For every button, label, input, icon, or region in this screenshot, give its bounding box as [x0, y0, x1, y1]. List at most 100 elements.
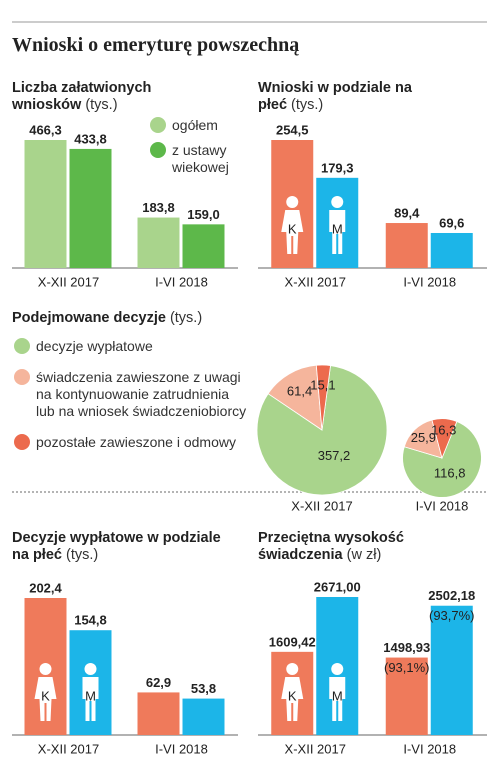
- value-label: 1609,42: [269, 634, 316, 649]
- value-label: 466,3: [29, 122, 62, 137]
- legend: decyzje wypłatowe świadczenia zawieszone …: [14, 338, 249, 465]
- legend-item: świadczenia zawieszone z uwagi na kontyn…: [14, 369, 249, 420]
- legend-swatch: [14, 369, 30, 385]
- bar: [69, 148, 112, 268]
- chart-subtitle: (w zł): [346, 547, 382, 563]
- bar: [137, 217, 180, 268]
- x-tick-label: X-XII 2017: [285, 741, 346, 756]
- x-tick-label: X-XII 2017: [285, 274, 346, 289]
- person-icon: [84, 663, 97, 675]
- person-icon: [39, 663, 52, 675]
- pie-slice: [315, 364, 331, 431]
- x-tick-label: I-VI 2018: [155, 741, 208, 756]
- legend-item: ogółem: [150, 117, 240, 134]
- value-label: 202,4: [29, 580, 62, 595]
- series-label: K: [288, 688, 297, 703]
- x-tick-label: X-XII 2017: [291, 498, 352, 513]
- x-tick-label: X-XII 2017: [38, 741, 99, 756]
- series-label: K: [41, 688, 50, 703]
- chart-title-block: Liczba załatwionych wniosków (tys.): [12, 80, 182, 114]
- person-icon: [34, 677, 57, 721]
- x-tick-label: I-VI 2018: [403, 274, 456, 289]
- value-label: 69,6: [439, 215, 464, 230]
- legend-label: świadczenia zawieszone z uwagi na kontyn…: [36, 369, 247, 419]
- chart-title: Przeciętna wysokość świadczenia: [258, 530, 404, 563]
- bar: [430, 232, 473, 268]
- series-label: M: [85, 688, 96, 703]
- chart-title-block: Wnioski w podziale na płeć (tys.): [258, 80, 428, 114]
- series-label: K: [288, 221, 297, 236]
- value-label: 2671,00: [314, 579, 361, 594]
- bar: [182, 698, 225, 735]
- annotation: (93,7%): [429, 608, 475, 623]
- person-icon: [82, 677, 99, 721]
- legend-item: decyzje wypłatowe: [14, 338, 249, 355]
- legend-swatch: [150, 142, 166, 158]
- value-label: 16,3: [431, 423, 456, 438]
- legend-swatch: [14, 338, 30, 354]
- bar: [430, 605, 473, 735]
- legend-label: ogółem: [172, 117, 218, 133]
- legend-item: pozostałe zawieszone i odmowy: [14, 434, 249, 451]
- legend-swatch: [150, 117, 166, 133]
- value-label: 179,3: [321, 160, 354, 175]
- value-label: 62,9: [146, 675, 171, 690]
- person-icon: [329, 210, 346, 254]
- bar: [182, 224, 225, 268]
- person-icon: [286, 196, 299, 208]
- chart-title: Decyzje wypłatowe w podziale na płeć: [12, 530, 221, 563]
- chart-subtitle: (tys.): [85, 97, 118, 113]
- value-label: 183,8: [142, 200, 175, 215]
- chart-subtitle: (tys.): [291, 97, 324, 113]
- pie-slice: [402, 421, 482, 498]
- legend: ogółem z ustawy wiekowej: [150, 117, 240, 184]
- person-icon: [281, 677, 304, 721]
- value-label: 89,4: [394, 205, 420, 220]
- legend-label: z ustawy wiekowej: [172, 142, 229, 175]
- x-tick-label: X-XII 2017: [38, 274, 99, 289]
- person-icon: [331, 196, 344, 208]
- person-icon: [281, 210, 304, 254]
- chart-title: Podejmowane decyzje: [12, 310, 166, 326]
- chart-title-block: Decyzje wypłatowe w podziale na płeć (ty…: [12, 530, 232, 564]
- value-label: 433,8: [74, 131, 107, 146]
- value-label: 159,0: [187, 207, 220, 222]
- series-label: M: [332, 688, 343, 703]
- legend-label: decyzje wypłatowe: [36, 338, 153, 354]
- x-tick-label: I-VI 2018: [403, 741, 456, 756]
- person-icon: [331, 663, 344, 675]
- chart-title-block: Podejmowane decyzje (tys.): [12, 310, 312, 327]
- legend-label: pozostałe zawieszone i odmowy: [36, 434, 236, 450]
- chart-title: Liczba załatwionych wniosków: [12, 80, 152, 113]
- chart-title: Wnioski w podziale na płeć: [258, 80, 412, 113]
- x-tick-label: I-VI 2018: [155, 274, 208, 289]
- bar: [137, 692, 180, 735]
- value-label: 357,2: [318, 448, 351, 463]
- legend-swatch: [14, 434, 30, 450]
- value-label: 116,8: [434, 465, 466, 480]
- chart-subtitle: (tys.): [66, 547, 99, 563]
- bar: [24, 140, 67, 268]
- value-label: 25,9: [411, 430, 436, 445]
- bar: [385, 657, 428, 735]
- value-label: 254,5: [276, 122, 309, 137]
- series-label: M: [332, 221, 343, 236]
- page-title: Wnioski o emeryturę powszechną: [12, 34, 300, 56]
- annotation: (93,1%): [384, 660, 430, 675]
- value-label: 2502,18: [428, 588, 475, 603]
- value-label: 53,8: [191, 681, 216, 696]
- pie-slice: [431, 418, 458, 460]
- x-tick-label: I-VI 2018: [416, 498, 469, 513]
- value-label: 154,8: [74, 613, 107, 628]
- value-label: 1498,93: [383, 640, 430, 655]
- bar: [385, 223, 428, 268]
- chart-subtitle: (tys.): [169, 310, 203, 326]
- legend-item: z ustawy wiekowej: [150, 142, 240, 176]
- person-icon: [286, 663, 299, 675]
- chart-title-block: Przeciętna wysokość świadczenia (w zł): [258, 530, 478, 564]
- value-label: 15,1: [310, 377, 335, 392]
- person-icon: [329, 677, 346, 721]
- value-label: 61,4: [287, 383, 312, 398]
